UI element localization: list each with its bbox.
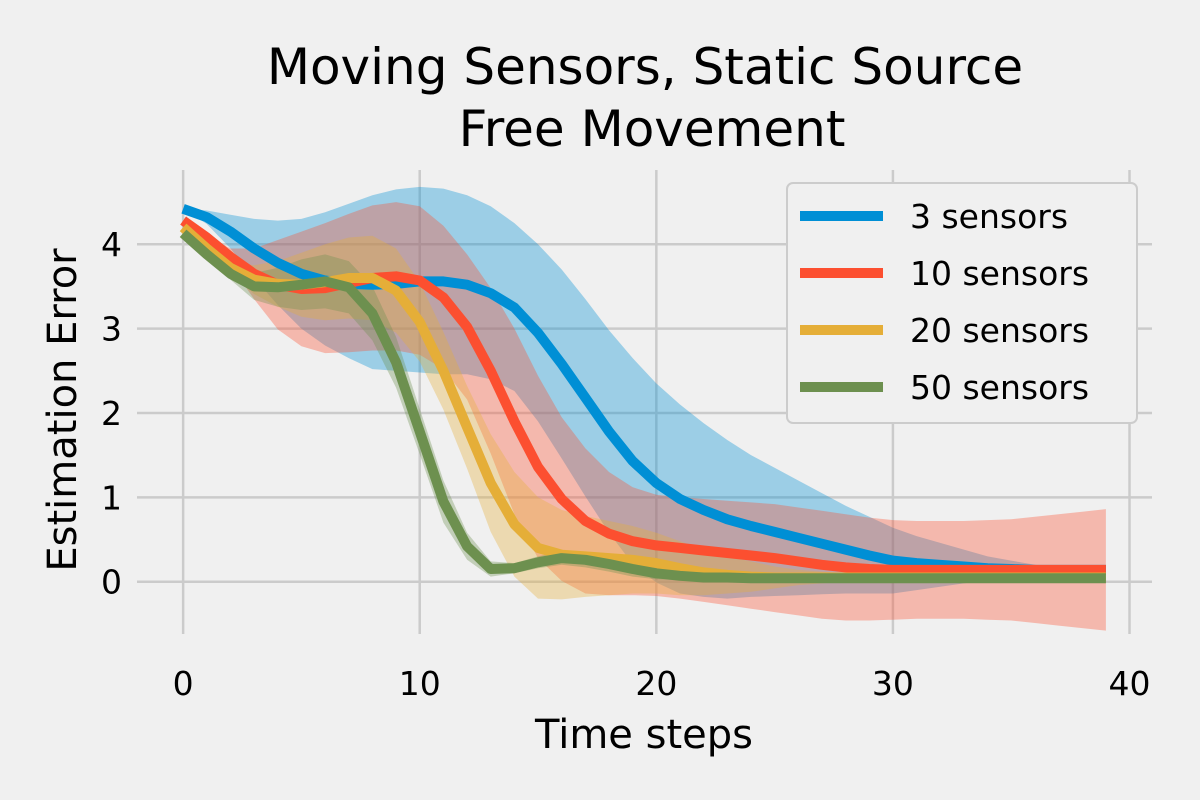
legend-label-10-sensors: 10 sensors: [910, 254, 1089, 293]
y-tick-label: 1: [101, 478, 122, 517]
legend-label-50-sensors: 50 sensors: [910, 368, 1089, 407]
legend-label-3-sensors: 3 sensors: [910, 197, 1068, 236]
x-tick-label: 10: [399, 664, 441, 703]
line-50-sensors: [179, 229, 1106, 584]
band-3-sensors: [183, 186, 1106, 599]
y-axis-label: Estimation Error: [40, 248, 86, 572]
series-lines: [179, 204, 1106, 584]
legend-label-20-sensors: 20 sensors: [910, 311, 1089, 350]
x-tick-label: 30: [872, 664, 914, 703]
x-tick-label: 20: [635, 664, 677, 703]
legend-box: [786, 182, 1138, 424]
chart-title-line-1: Moving Sensors, Static Source: [267, 38, 1023, 96]
x-tick-label: 40: [1109, 664, 1151, 703]
y-tick-label: 0: [101, 563, 122, 602]
y-tick-label: 3: [101, 310, 122, 349]
y-tick-label: 2: [101, 394, 122, 433]
chart-title-line-2: Free Movement: [459, 100, 846, 158]
x-axis-label: Time steps: [534, 712, 753, 758]
x-tick-label: 0: [173, 664, 194, 703]
y-tick-label: 4: [101, 225, 122, 264]
legend: 3 sensors 10 sensors 20 sensors 50 sensors: [786, 182, 1138, 424]
tick-labels: 0 10 20 30 40 0 1 2 3 4: [101, 225, 1151, 703]
